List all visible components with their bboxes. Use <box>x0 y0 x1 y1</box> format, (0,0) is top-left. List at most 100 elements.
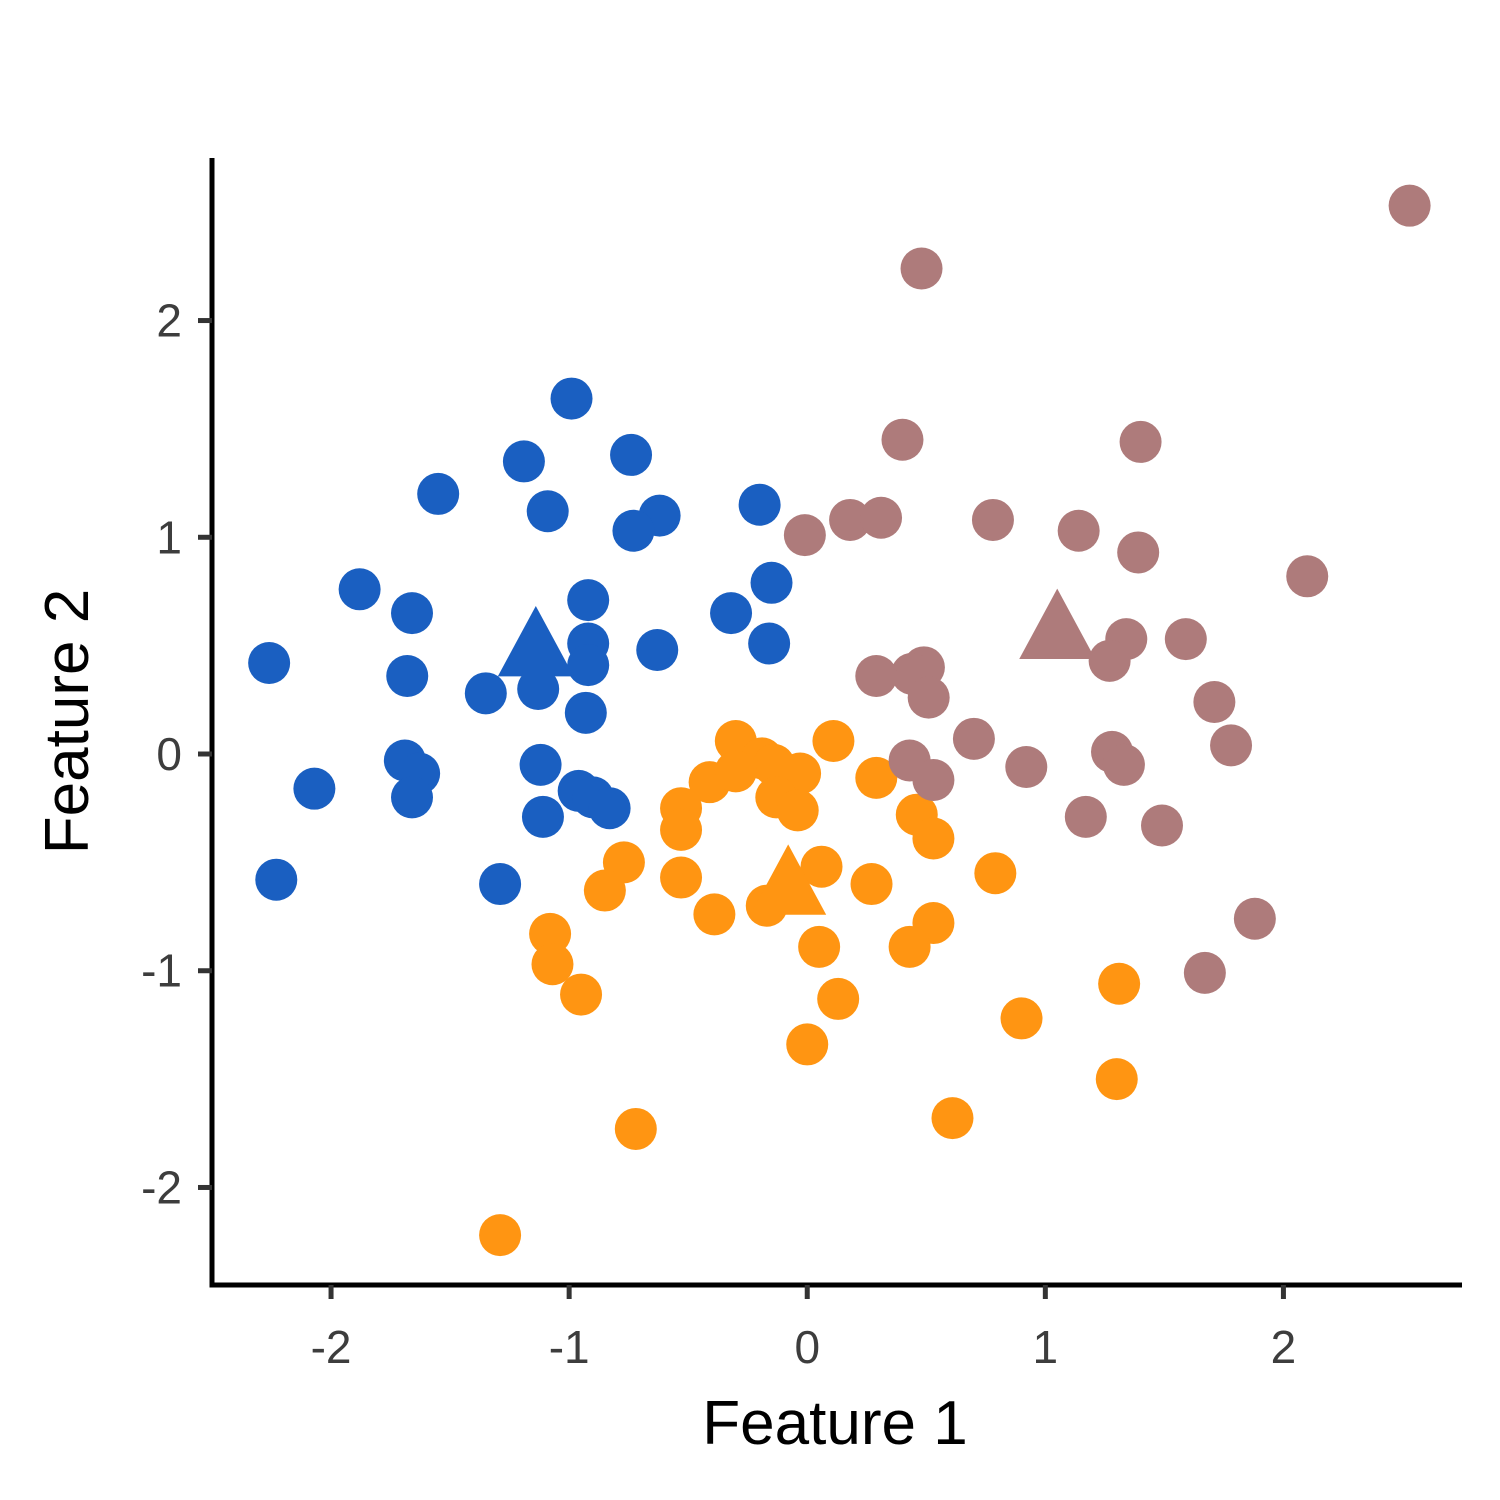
data-point <box>636 628 679 671</box>
data-point <box>855 756 898 799</box>
data-point <box>1064 795 1107 838</box>
cluster-1 <box>248 377 793 906</box>
cluster-2 <box>479 720 1141 1257</box>
data-point <box>1286 555 1329 598</box>
data-point <box>748 622 791 665</box>
data-point <box>1119 420 1162 463</box>
data-point <box>612 509 655 552</box>
y-tick-label: 2 <box>156 295 182 347</box>
data-point <box>888 925 931 968</box>
data-point <box>783 514 826 557</box>
data-point <box>974 852 1017 895</box>
data-point <box>952 717 995 760</box>
data-point <box>614 1107 657 1150</box>
x-tick-label: -1 <box>549 1321 590 1373</box>
data-point <box>479 863 522 906</box>
y-tick-label: -2 <box>141 1161 182 1213</box>
y-axis-ticks: -2 -1 0 1 2 <box>141 295 212 1213</box>
data-point <box>1057 509 1100 552</box>
data-point <box>1102 743 1145 786</box>
data-point <box>660 856 703 899</box>
data-point <box>860 496 903 539</box>
x-tick-label: 2 <box>1271 1321 1297 1373</box>
data-point <box>560 973 603 1016</box>
data-point <box>931 1097 974 1140</box>
data-point <box>817 977 860 1020</box>
data-point <box>517 667 560 710</box>
data-point <box>912 817 955 860</box>
data-point <box>391 592 433 635</box>
cluster-3 <box>783 184 1431 994</box>
data-point <box>800 845 843 888</box>
data-point <box>710 592 753 635</box>
data-point <box>714 750 757 793</box>
data-point <box>521 795 564 838</box>
data-point <box>881 418 924 461</box>
data-point <box>1388 184 1431 227</box>
data-point <box>567 579 610 622</box>
data-point <box>1183 951 1226 994</box>
y-tick-label: -1 <box>141 945 182 997</box>
data-point <box>386 654 429 697</box>
data-point <box>900 247 943 290</box>
data-point <box>1005 746 1048 789</box>
data-point <box>531 943 574 986</box>
data-point <box>293 767 336 810</box>
data-point <box>971 498 1014 541</box>
data-point <box>417 472 460 515</box>
x-tick-label: 0 <box>794 1321 820 1373</box>
y-tick-label: 0 <box>156 728 182 780</box>
data-point <box>529 912 572 955</box>
centroid-marker <box>750 844 827 915</box>
data-point <box>1117 531 1160 574</box>
data-point <box>564 691 607 734</box>
data-point <box>464 672 507 715</box>
data-point <box>391 776 433 819</box>
axes: -2 -1 0 1 2 -2 -1 0 1 2 <box>141 158 1462 1373</box>
y-tick-label: 1 <box>156 511 182 563</box>
data-point <box>855 654 898 697</box>
data-point <box>1141 804 1183 847</box>
data-point <box>750 561 793 604</box>
data-point <box>1193 680 1236 723</box>
data-point <box>786 1023 829 1066</box>
data-point <box>798 925 841 968</box>
data-point <box>338 568 381 611</box>
data-point <box>912 759 955 802</box>
data-point <box>567 644 610 687</box>
data-point <box>776 789 819 832</box>
data-point <box>693 893 736 936</box>
data-point <box>850 863 893 906</box>
data-point <box>588 787 631 830</box>
data-point <box>526 490 569 533</box>
data-point <box>550 377 593 420</box>
data-point <box>660 808 703 851</box>
data-point <box>255 858 298 901</box>
centroid-marker <box>1019 588 1096 660</box>
data-point <box>1210 724 1253 767</box>
data-point <box>248 641 291 684</box>
x-axis-ticks: -2 -1 0 1 2 <box>311 1285 1297 1373</box>
data-point <box>479 1214 522 1257</box>
data-point <box>829 498 872 541</box>
y-axis-title: Feature 2 <box>33 589 102 854</box>
plot-area <box>248 184 1431 1257</box>
x-axis-title: Feature 1 <box>702 1389 967 1458</box>
data-point <box>502 440 545 483</box>
data-point <box>1095 1058 1138 1101</box>
x-tick-label: -2 <box>311 1321 352 1373</box>
data-point <box>738 483 781 526</box>
data-point <box>1000 997 1043 1040</box>
data-point <box>519 743 562 786</box>
data-point <box>1233 897 1276 940</box>
data-point <box>1098 962 1141 1005</box>
data-point <box>1164 618 1207 661</box>
data-point <box>812 720 855 763</box>
data-point <box>907 676 950 719</box>
data-point <box>1088 639 1131 682</box>
data-point <box>583 869 626 912</box>
data-point <box>610 433 653 476</box>
centroid-marker <box>497 605 574 677</box>
